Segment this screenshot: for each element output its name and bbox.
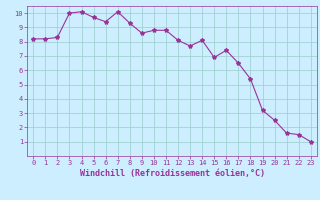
X-axis label: Windchill (Refroidissement éolien,°C): Windchill (Refroidissement éolien,°C) — [79, 169, 265, 178]
